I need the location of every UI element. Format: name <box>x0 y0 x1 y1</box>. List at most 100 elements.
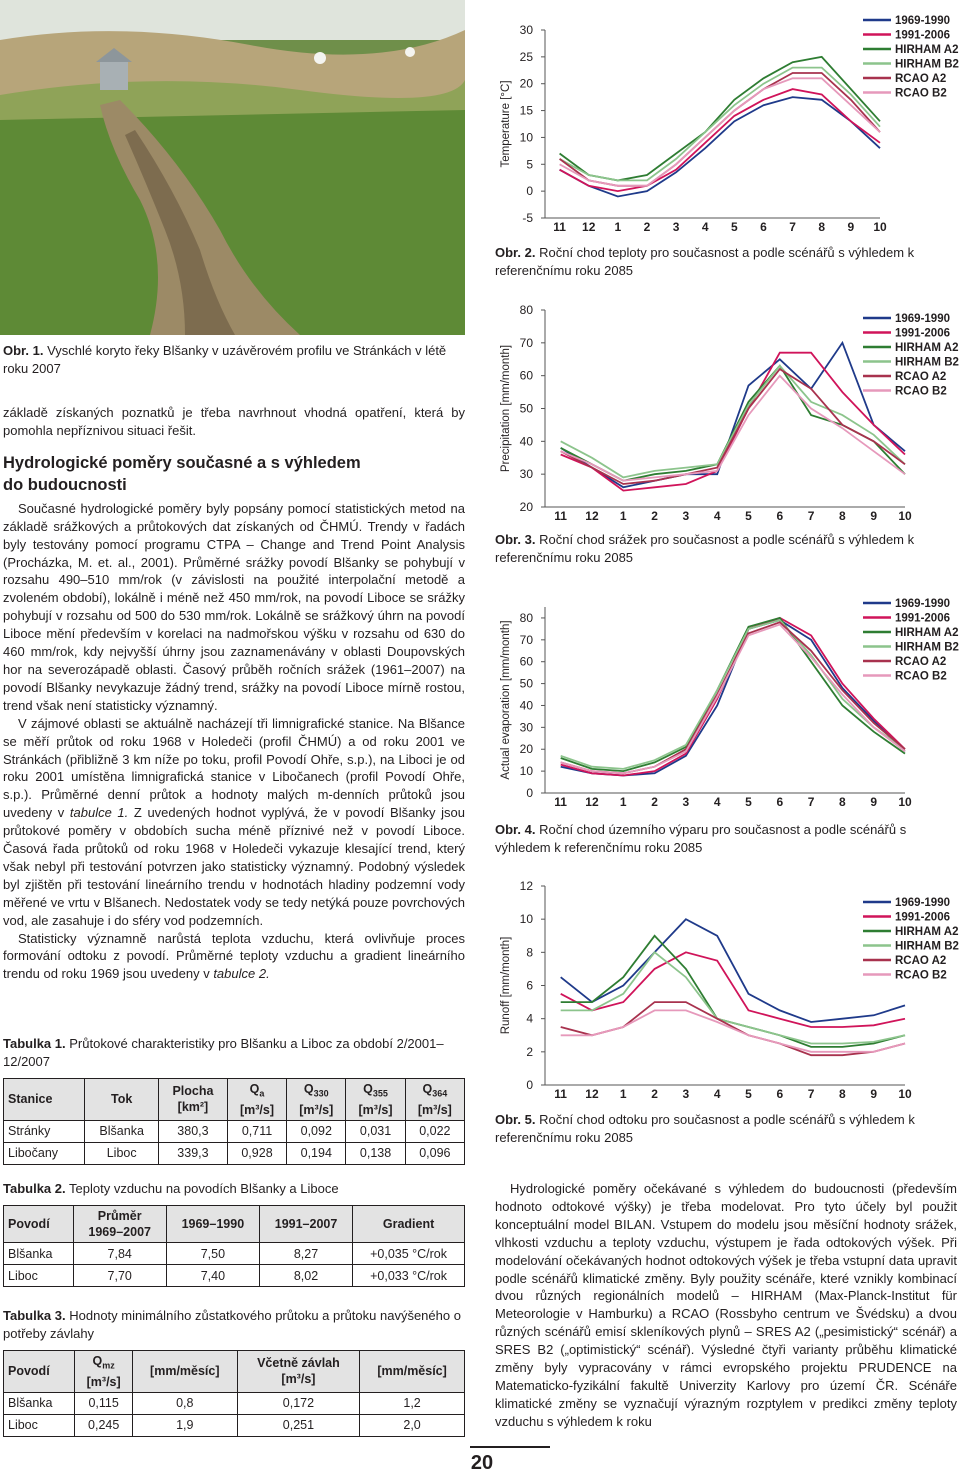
series-line <box>560 367 906 485</box>
legend-label: RCAO B2 <box>895 386 947 398</box>
header-cell: Qa [m³/s] <box>226 1078 288 1121</box>
series-line <box>560 619 906 770</box>
header-cell: Qmz [m³/s] <box>74 1350 133 1393</box>
header-cell: Plocha [km²] <box>158 1078 228 1121</box>
header-cell: Tok <box>84 1078 159 1121</box>
y-tick-label: 20 <box>520 742 534 756</box>
x-tick-label: 2 <box>651 795 658 809</box>
x-tick-label: 7 <box>789 220 796 232</box>
y-tick-label: -5 <box>522 211 533 225</box>
y-tick-label: 0 <box>526 1078 533 1092</box>
x-tick-label: 8 <box>839 1087 846 1101</box>
cell: +0,035 °C/rok <box>352 1242 465 1265</box>
text-run: tabulce 1. <box>69 805 129 821</box>
x-tick-label: 3 <box>683 509 690 523</box>
x-tick-label: 4 <box>714 795 721 809</box>
legend-label: 1991-2006 <box>895 328 950 340</box>
caption-label: Obr. 4. <box>495 822 536 837</box>
cell: 0,711 <box>226 1119 288 1143</box>
x-tick-label: 2 <box>651 1087 658 1101</box>
legend-label: 1969-1990 <box>895 598 950 610</box>
legend-label: HIRHAM B2 <box>895 642 959 654</box>
heading-line: Hydrologické poměry současné a s výhlede… <box>3 453 361 472</box>
series-line <box>560 951 906 1045</box>
header-text: Plocha <box>172 1084 214 1099</box>
series-line <box>560 364 906 482</box>
header-cell: Gradient <box>352 1205 465 1243</box>
x-tick-label: 3 <box>683 1087 690 1101</box>
header-text: Včetně závlah <box>257 1356 340 1371</box>
header-sub: 330 <box>313 1088 329 1099</box>
paragraph: Statisticky významně narůstá teplota vzd… <box>3 930 465 984</box>
x-tick-label: 3 <box>673 220 680 232</box>
cell: 0,8 <box>131 1391 238 1415</box>
legend-label: 1969-1990 <box>895 313 950 325</box>
caption-label: Obr. 1. <box>3 343 44 358</box>
row: Libočany Liboc 339,3 0,928 0,194 0,138 0,096 <box>2 1141 466 1165</box>
caption-text: Roční chod srážek pro současnost a podle… <box>495 532 915 565</box>
x-tick-label: 12 <box>582 220 596 232</box>
legend-label: HIRHAM B2 <box>895 59 959 71</box>
cell: 380,3 <box>158 1119 228 1143</box>
y-axis-label: Runoff [mm/month] <box>500 937 512 1035</box>
cell: 0,096 <box>404 1141 466 1165</box>
header-text: Q <box>422 1082 433 1096</box>
legend-label: HIRHAM B2 <box>895 941 959 953</box>
series-line <box>560 951 906 1028</box>
y-tick-label: 10 <box>520 764 534 778</box>
cell: +0,033 °C/rok <box>352 1264 465 1287</box>
header-cell: [mm/měsíc] <box>131 1350 238 1393</box>
chart-caption: Obr. 3. Roční chod srážek pro současnost… <box>495 531 957 567</box>
header-unit: 1969–2007 <box>88 1225 151 1239</box>
header-cell: Včetně závlah [m³/s] <box>236 1350 361 1393</box>
y-tick-label: 0 <box>526 786 533 800</box>
header-unit: [m³/s] <box>358 1102 393 1117</box>
header-text: [mm/měsíc] <box>150 1364 220 1379</box>
header-text: Q <box>92 1354 103 1368</box>
x-tick-label: 11 <box>554 795 567 809</box>
header-cell: Q355 [m³/s] <box>345 1078 406 1121</box>
series-line <box>560 918 906 1023</box>
y-tick-label: 10 <box>520 130 534 144</box>
y-axis-label: Precipitation [mm/month] <box>500 345 512 472</box>
text-run: Statisticky významně narůstá teplota vzd… <box>3 930 465 982</box>
header-sub: mz <box>102 1360 115 1371</box>
heading: Hydrologické poměry současné a s výhlede… <box>3 452 465 496</box>
series-line <box>560 364 906 479</box>
cell: 7,50 <box>165 1242 260 1265</box>
chart-caption: Obr. 4. Roční chod územního výparu pro s… <box>495 821 957 857</box>
series-line <box>560 621 906 775</box>
x-tick-label: 1 <box>620 1087 627 1101</box>
text-run: Současné hydrologické poměry byly popsán… <box>3 500 465 713</box>
header-cell: [mm/měsíc] <box>359 1350 465 1393</box>
x-tick-label: 9 <box>870 509 877 523</box>
legend-label: RCAO A2 <box>895 371 946 383</box>
rule <box>470 1446 550 1448</box>
header-cell: Povodí <box>3 1205 74 1243</box>
paragraph: V zájmové oblasti se aktuálně nacházejí … <box>3 715 465 930</box>
y-tick-label: 30 <box>520 23 534 37</box>
legend-label: HIRHAM A2 <box>895 926 958 938</box>
cell: Liboc <box>2 1413 76 1437</box>
legend-label: 1969-1990 <box>895 15 950 27</box>
legend-label: HIRHAM A2 <box>895 342 958 354</box>
caption-label: Tabulka 2. <box>3 1181 66 1196</box>
x-tick-label: 10 <box>898 509 912 523</box>
y-tick-label: 80 <box>520 611 534 625</box>
series-line <box>559 66 881 182</box>
x-tick-label: 12 <box>585 1087 599 1101</box>
caption-text: Roční chod teploty pro současnost a podl… <box>495 245 915 278</box>
legend-label: RCAO B2 <box>895 671 947 683</box>
chart-caption: Obr. 2. Roční chod teploty pro současnos… <box>495 244 957 280</box>
cell: 8,02 <box>258 1264 354 1287</box>
caption-text: Teploty vzduchu na povodích Blšanky a Li… <box>69 1181 339 1196</box>
x-tick-label: 11 <box>554 1087 567 1101</box>
x-tick-label: 10 <box>898 795 912 809</box>
series-line <box>560 340 906 489</box>
y-tick-label: 50 <box>520 677 534 691</box>
x-tick-label: 2 <box>644 220 651 232</box>
header-cell: Stanice <box>2 1078 86 1121</box>
header-cell: Průměr 1969–2007 <box>72 1205 167 1243</box>
cell: 8,27 <box>258 1242 354 1265</box>
legend-label: 1991-2006 <box>895 613 950 625</box>
